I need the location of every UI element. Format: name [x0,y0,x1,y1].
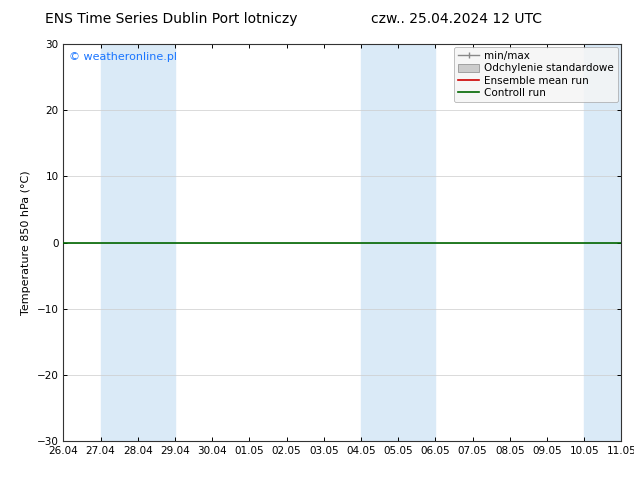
Text: ENS Time Series Dublin Port lotniczy: ENS Time Series Dublin Port lotniczy [45,12,297,26]
Text: © weatheronline.pl: © weatheronline.pl [69,52,177,62]
Bar [361,44,436,441]
Text: czw.. 25.04.2024 12 UTC: czw.. 25.04.2024 12 UTC [371,12,542,26]
Bar [584,44,621,441]
Y-axis label: Temperature 850 hPa (°C): Temperature 850 hPa (°C) [21,170,31,315]
Bar [101,44,175,441]
Legend: min/max, Odchylenie standardowe, Ensemble mean run, Controll run: min/max, Odchylenie standardowe, Ensembl… [454,47,618,102]
